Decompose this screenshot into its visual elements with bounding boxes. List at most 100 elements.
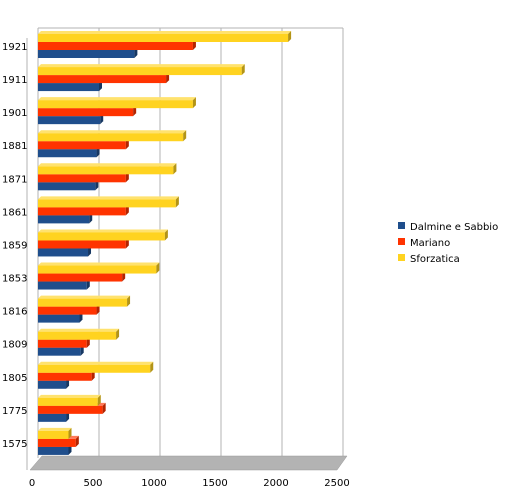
bar-top-face bbox=[38, 262, 160, 266]
bar-front-face bbox=[38, 182, 96, 191]
bar-front-face bbox=[38, 281, 87, 290]
bar-front-face bbox=[38, 34, 289, 42]
bar-end-face bbox=[127, 295, 131, 307]
bar-top-face bbox=[38, 427, 72, 431]
y-tick-label: 1881 bbox=[2, 141, 27, 152]
bar-front-face bbox=[38, 141, 126, 150]
bar-front-face bbox=[38, 100, 193, 109]
bar-end-face bbox=[173, 163, 177, 175]
bar-front-face bbox=[38, 133, 184, 142]
legend-label: Sforzatica bbox=[410, 254, 460, 265]
bar-end-face bbox=[68, 427, 72, 439]
bar-front-face bbox=[38, 83, 99, 92]
bar-end-face bbox=[102, 402, 106, 414]
bar-front-face bbox=[38, 215, 90, 224]
legend-label: Dalmine e Sabbio bbox=[410, 222, 498, 233]
bar-front-face bbox=[38, 166, 174, 175]
bar-front-face bbox=[38, 207, 126, 216]
y-tick-label: 1853 bbox=[2, 274, 27, 285]
bar-sforzatica-1901 bbox=[38, 97, 196, 109]
bar-front-face bbox=[38, 265, 157, 274]
legend-swatch bbox=[398, 254, 405, 261]
bar-sforzatica-1775 bbox=[38, 394, 101, 406]
bar-top-face bbox=[38, 361, 154, 365]
bar-front-face bbox=[38, 174, 126, 183]
bar-front-face bbox=[38, 331, 117, 340]
x-tick-label: 1500 bbox=[202, 478, 227, 489]
bar-sforzatica-1816 bbox=[38, 295, 131, 307]
bar-front-face bbox=[38, 430, 69, 439]
y-tick-label: 1861 bbox=[2, 207, 27, 218]
y-tick-label: 1901 bbox=[2, 108, 27, 119]
bar-front-face bbox=[38, 446, 69, 455]
bar-front-face bbox=[38, 75, 167, 84]
bar-front-face bbox=[38, 67, 242, 76]
y-tick-label: 1809 bbox=[2, 340, 27, 351]
y-tick-label: 1871 bbox=[2, 174, 27, 185]
y-tick-label: 1921 bbox=[2, 42, 27, 53]
bar-sforzatica-1871 bbox=[38, 163, 177, 175]
bar-front-face bbox=[38, 438, 76, 447]
bar-front-face bbox=[38, 405, 103, 414]
floor-plane bbox=[29, 455, 348, 471]
bar-top-face bbox=[38, 196, 179, 200]
bar-front-face bbox=[38, 232, 165, 241]
bar-front-face bbox=[38, 149, 97, 158]
x-axis-ticks: 0 500 1000 1500 2000 2500 bbox=[29, 478, 350, 489]
bar-top-face bbox=[38, 97, 196, 101]
bar-sforzatica-1575 bbox=[38, 427, 72, 439]
bar-sforzatica-1853 bbox=[38, 262, 160, 274]
bar-front-face bbox=[38, 380, 67, 389]
x-tick-label: 2500 bbox=[324, 478, 349, 489]
bar-sforzatica-1921 bbox=[38, 31, 292, 42]
bar-front-face bbox=[38, 364, 151, 373]
bar-front-face bbox=[38, 248, 89, 257]
bar-top-face bbox=[38, 229, 168, 233]
bar-end-face bbox=[241, 64, 245, 76]
y-tick-label: 1816 bbox=[2, 307, 27, 318]
bar-top-face bbox=[38, 31, 292, 34]
bar-front-face bbox=[38, 339, 87, 348]
bar-front-face bbox=[38, 397, 98, 406]
bar-end-face bbox=[116, 328, 120, 340]
bar-end-face bbox=[288, 31, 292, 42]
chart-floor bbox=[29, 455, 348, 471]
x-tick-label: 0 bbox=[29, 478, 35, 489]
bar-front-face bbox=[38, 314, 80, 323]
bar-end-face bbox=[75, 435, 79, 447]
bar-front-face bbox=[38, 413, 67, 422]
bar-sforzatica-1805 bbox=[38, 361, 154, 373]
bar-end-face bbox=[150, 361, 154, 373]
y-tick-label: 1575 bbox=[2, 439, 27, 450]
bar-front-face bbox=[38, 298, 128, 307]
bar-front-face bbox=[38, 199, 176, 208]
legend-label: Mariano bbox=[410, 238, 450, 249]
bar-sforzatica-1911 bbox=[38, 64, 245, 76]
bar-end-face bbox=[156, 262, 160, 274]
bar-sforzatica-1859 bbox=[38, 229, 168, 241]
bar-front-face bbox=[38, 116, 101, 125]
bar-end-face bbox=[183, 130, 187, 142]
bar-front-face bbox=[38, 240, 126, 249]
y-tick-label: 1775 bbox=[2, 406, 27, 417]
legend: Dalmine e Sabbio Mariano Sforzatica bbox=[398, 222, 498, 265]
bar-sforzatica-1809 bbox=[38, 328, 120, 340]
y-tick-label: 1805 bbox=[2, 373, 27, 384]
bar-top-face bbox=[38, 295, 131, 299]
bar-sforzatica-1861 bbox=[38, 196, 179, 208]
bar-front-face bbox=[38, 42, 193, 50]
bar-front-face bbox=[38, 50, 135, 58]
bar-top-face bbox=[38, 394, 101, 398]
x-tick-label: 2000 bbox=[263, 478, 288, 489]
bar-end-face bbox=[175, 196, 179, 208]
bar-end-face bbox=[97, 394, 101, 406]
bars bbox=[38, 31, 292, 455]
legend-swatch bbox=[398, 238, 405, 245]
x-tick-label: 1000 bbox=[141, 478, 166, 489]
bar-top-face bbox=[38, 64, 245, 68]
bar-end-face bbox=[192, 97, 196, 109]
bar-sforzatica-1881 bbox=[38, 130, 187, 142]
bar-front-face bbox=[38, 273, 123, 282]
bar-front-face bbox=[38, 306, 97, 315]
